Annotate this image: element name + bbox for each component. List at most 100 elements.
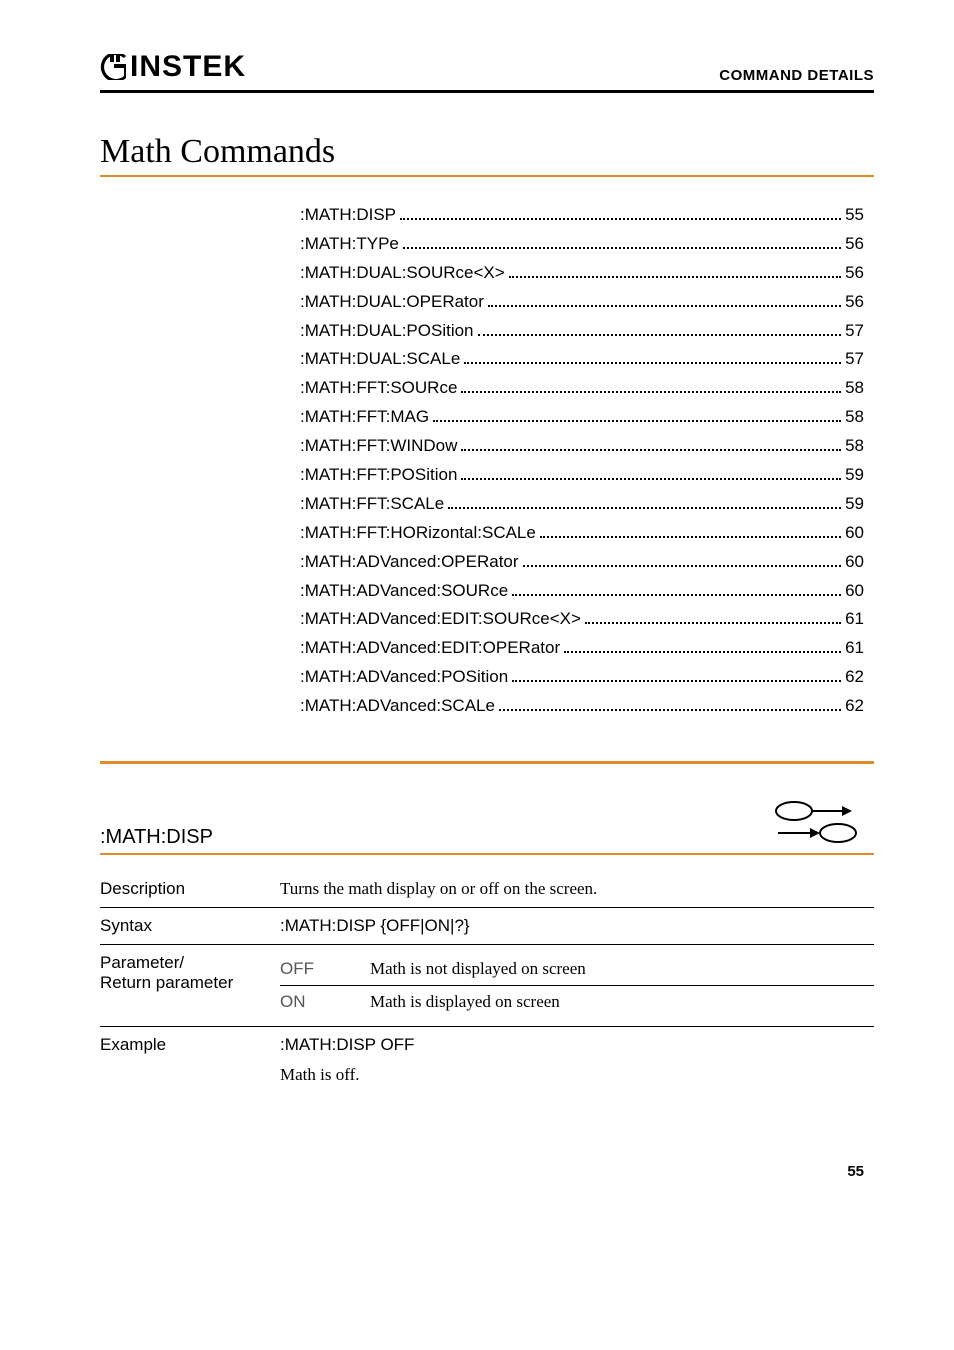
toc-leader-dots bbox=[509, 262, 841, 277]
toc-leader-dots bbox=[488, 291, 841, 306]
page-header: INSTEK COMMAND DETAILS bbox=[100, 50, 874, 93]
param-desc: Math is displayed on screen bbox=[370, 992, 874, 1012]
toc-row: :MATH:FFT:POSition 59 bbox=[300, 461, 864, 490]
toc-leader-dots bbox=[512, 580, 841, 595]
logo-text: INSTEK bbox=[130, 50, 246, 84]
toc-leader-dots bbox=[400, 205, 841, 220]
toc-leader-dots bbox=[512, 667, 841, 682]
toc-page: 62 bbox=[845, 692, 864, 721]
toc-page: 60 bbox=[845, 519, 864, 548]
param-row: ONMath is displayed on screen bbox=[280, 986, 874, 1018]
toc-page: 55 bbox=[845, 201, 864, 230]
command-block: :MATH:DISP Description Turns the math di… bbox=[100, 800, 874, 1093]
toc-page: 60 bbox=[845, 577, 864, 606]
toc-row: :MATH:DUAL:OPERator 56 bbox=[300, 288, 864, 317]
toc-page: 56 bbox=[845, 230, 864, 259]
toc-leader-dots bbox=[403, 234, 841, 249]
description-row: Description Turns the math display on or… bbox=[100, 871, 874, 908]
toc-page: 59 bbox=[845, 461, 864, 490]
brand-logo: INSTEK bbox=[100, 50, 246, 84]
example-result: Math is off. bbox=[280, 1065, 874, 1085]
page-number: 55 bbox=[100, 1163, 874, 1180]
syntax-value: :MATH:DISP {OFF|ON|?} bbox=[280, 916, 874, 936]
toc-row: :MATH:ADVanced:SCALe 62 bbox=[300, 692, 864, 721]
toc-leader-dots bbox=[499, 696, 841, 711]
param-row: OFFMath is not displayed on screen bbox=[280, 953, 874, 986]
toc-page: 58 bbox=[845, 403, 864, 432]
toc-leader-dots bbox=[478, 320, 842, 335]
param-key: OFF bbox=[280, 959, 370, 979]
toc-label: :MATH:ADVanced:EDIT:SOURce<X> bbox=[300, 605, 581, 634]
toc-page: 61 bbox=[845, 634, 864, 663]
toc-leader-dots bbox=[448, 494, 841, 509]
param-desc: Math is not displayed on screen bbox=[370, 959, 874, 979]
toc-label: :MATH:FFT:POSition bbox=[300, 461, 457, 490]
header-section-label: COMMAND DETAILS bbox=[719, 67, 874, 84]
description-label: Description bbox=[100, 879, 280, 899]
toc-label: :MATH:DUAL:POSition bbox=[300, 317, 474, 346]
example-block: :MATH:DISP OFF Math is off. bbox=[280, 1035, 874, 1085]
parameter-row: Parameter/ Return parameter OFFMath is n… bbox=[100, 945, 874, 1027]
parameter-label: Parameter/ Return parameter bbox=[100, 953, 280, 993]
toc-leader-dots bbox=[461, 378, 841, 393]
toc-row: :MATH:FFT:SOURce 58 bbox=[300, 374, 864, 403]
toc-page: 57 bbox=[845, 345, 864, 374]
toc-row: :MATH:ADVanced:POSition 62 bbox=[300, 663, 864, 692]
syntax-row: Syntax :MATH:DISP {OFF|ON|?} bbox=[100, 908, 874, 945]
toc-label: :MATH:ADVanced:EDIT:OPERator bbox=[300, 634, 560, 663]
toc-row: :MATH:FFT:SCALe 59 bbox=[300, 490, 864, 519]
toc-row: :MATH:TYPe 56 bbox=[300, 230, 864, 259]
toc-leader-dots bbox=[433, 407, 841, 422]
toc-label: :MATH:ADVanced:POSition bbox=[300, 663, 508, 692]
toc-page: 58 bbox=[845, 432, 864, 461]
toc-label: :MATH:FFT:WINDow bbox=[300, 432, 457, 461]
toc-leader-dots bbox=[564, 638, 841, 653]
toc-row: :MATH:DUAL:SCALe 57 bbox=[300, 345, 864, 374]
toc-page: 62 bbox=[845, 663, 864, 692]
toc-leader-dots bbox=[461, 436, 841, 451]
section-divider bbox=[100, 175, 874, 177]
toc-row: :MATH:DUAL:POSition 57 bbox=[300, 317, 864, 346]
toc-row: :MATH:DUAL:SOURce<X> 56 bbox=[300, 259, 864, 288]
toc-page: 59 bbox=[845, 490, 864, 519]
toc-row: :MATH:ADVanced:EDIT:SOURce<X> 61 bbox=[300, 605, 864, 634]
toc-label: :MATH:FFT:HORizontal:SCALe bbox=[300, 519, 536, 548]
toc-leader-dots bbox=[585, 609, 841, 624]
toc-label: :MATH:DUAL:SCALe bbox=[300, 345, 460, 374]
toc-page: 56 bbox=[845, 288, 864, 317]
toc-page: 57 bbox=[845, 317, 864, 346]
toc-leader-dots bbox=[540, 523, 841, 538]
command-header: :MATH:DISP bbox=[100, 800, 874, 855]
example-label: Example bbox=[100, 1035, 280, 1055]
toc-page: 58 bbox=[845, 374, 864, 403]
example-row: Example :MATH:DISP OFF Math is off. bbox=[100, 1027, 874, 1093]
command-name: :MATH:DISP bbox=[100, 826, 213, 849]
toc-label: :MATH:ADVanced:SCALe bbox=[300, 692, 495, 721]
parameter-table: OFFMath is not displayed on screenONMath… bbox=[280, 953, 874, 1018]
toc-page: 60 bbox=[845, 548, 864, 577]
toc-label: :MATH:DISP bbox=[300, 201, 396, 230]
toc-label: :MATH:DUAL:OPERator bbox=[300, 288, 484, 317]
toc-label: :MATH:FFT:SOURce bbox=[300, 374, 457, 403]
toc-row: :MATH:ADVanced:EDIT:OPERator 61 bbox=[300, 634, 864, 663]
toc-page: 61 bbox=[845, 605, 864, 634]
toc-row: :MATH:ADVanced:OPERator 60 bbox=[300, 548, 864, 577]
syntax-label: Syntax bbox=[100, 916, 280, 936]
toc-leader-dots bbox=[523, 551, 842, 566]
section-title: Math Commands bbox=[100, 133, 874, 171]
toc-label: :MATH:TYPe bbox=[300, 230, 399, 259]
example-command: :MATH:DISP OFF bbox=[280, 1035, 874, 1055]
param-key: ON bbox=[280, 992, 370, 1012]
toc-page: 56 bbox=[845, 259, 864, 288]
toc-row: :MATH:FFT:HORizontal:SCALe 60 bbox=[300, 519, 864, 548]
command-direction-icons bbox=[772, 800, 874, 849]
param-label-line1: Parameter/ bbox=[100, 953, 184, 972]
toc-label: :MATH:DUAL:SOURce<X> bbox=[300, 259, 505, 288]
table-of-contents: :MATH:DISP 55:MATH:TYPe 56:MATH:DUAL:SOU… bbox=[100, 201, 874, 721]
description-value: Turns the math display on or off on the … bbox=[280, 879, 874, 899]
toc-bottom-divider bbox=[100, 761, 874, 764]
toc-row: :MATH:FFT:WINDow 58 bbox=[300, 432, 864, 461]
toc-label: :MATH:ADVanced:OPERator bbox=[300, 548, 519, 577]
toc-row: :MATH:ADVanced:SOURce 60 bbox=[300, 577, 864, 606]
toc-leader-dots bbox=[464, 349, 841, 364]
